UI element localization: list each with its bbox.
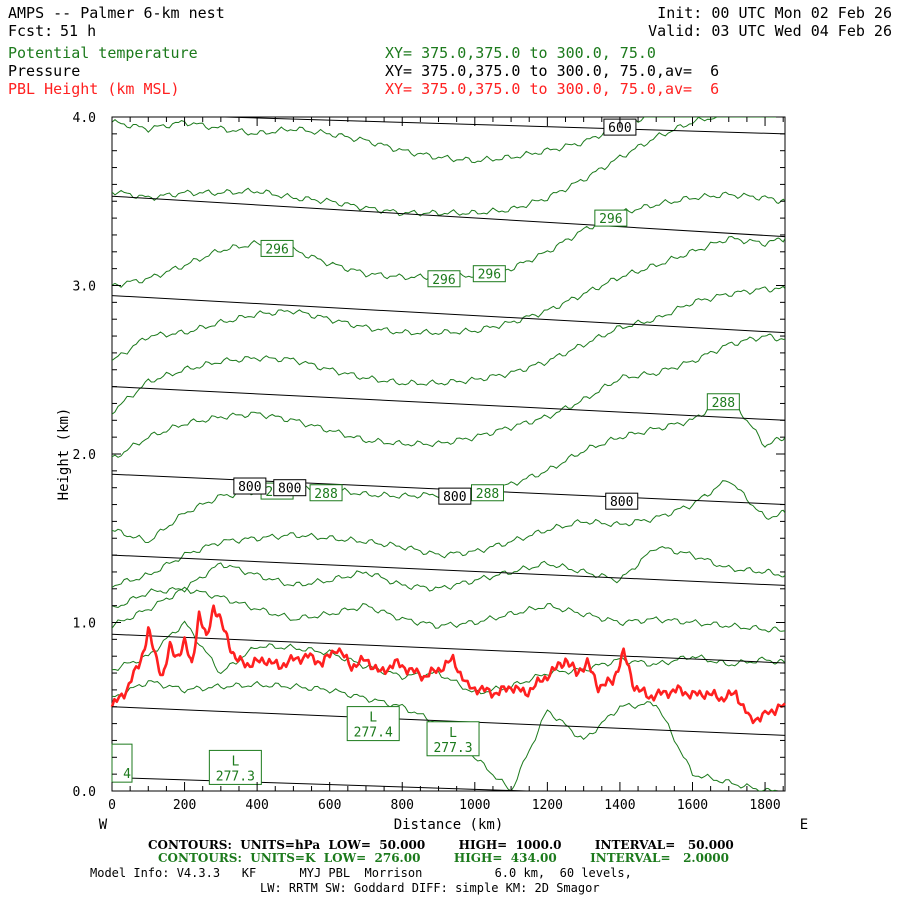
x-tick-label: 1400 xyxy=(604,798,635,813)
pressure-contour-line xyxy=(112,554,785,586)
theta-contour-label: 296 xyxy=(427,270,461,288)
svg-text:4: 4 xyxy=(123,767,131,782)
svg-text:296: 296 xyxy=(478,268,501,283)
field-name-theta: Potential temperature xyxy=(8,44,198,62)
theta-contour-line xyxy=(112,235,785,361)
svg-text:288: 288 xyxy=(314,487,337,502)
west-label: W xyxy=(99,817,108,833)
pressure-contour-line xyxy=(112,195,785,238)
forecast-hours: 51 h xyxy=(60,22,97,40)
svg-text:L: L xyxy=(231,754,239,769)
theta-contour-line xyxy=(112,586,785,633)
pressure-contour-label: 800 xyxy=(605,492,639,510)
y-tick-label: 4.0 xyxy=(73,111,96,126)
svg-text:288: 288 xyxy=(712,396,735,411)
model-info: Model Info: V4.3.3 KF MYJ PBL Morrison 6… xyxy=(90,866,632,880)
pressure-contours xyxy=(112,117,785,791)
theta-contour-line xyxy=(112,117,785,217)
theta-contour-line xyxy=(112,546,785,609)
x-tick-label: 1200 xyxy=(532,798,563,813)
model-physics: LW: RRTM SW: Goddard DIFF: simple KM: 2D… xyxy=(260,881,600,895)
pressure-contour-label: 800 xyxy=(233,477,267,495)
y-tick-label: 0.0 xyxy=(73,785,96,800)
field-xy-pbl: XY= 375.0,375.0 to 300.0, 75.0,av= 6 xyxy=(385,80,720,98)
theta-contours xyxy=(112,117,785,791)
init-time: Init: 00 UTC Mon 02 Feb 26 xyxy=(657,4,892,22)
contour-info-pressure: CONTOURS: UNITS=hPa LOW= 50.000 HIGH= 10… xyxy=(148,838,734,852)
field-xy-theta: XY= 375.0,375.0 to 300.0, 75.0 xyxy=(385,44,656,62)
svg-text:277.4: 277.4 xyxy=(354,726,393,741)
svg-text:296: 296 xyxy=(599,212,622,227)
pbl-height-line-group xyxy=(110,604,786,725)
valid-time: Valid: 03 UTC Wed 04 Feb 26 xyxy=(648,22,892,40)
theta-contour-line xyxy=(112,333,785,458)
x-tick-label: 1600 xyxy=(677,798,708,813)
forecast-label: Fcst: xyxy=(8,22,54,40)
x-tick-label: 400 xyxy=(245,798,268,813)
pressure-contour-line xyxy=(112,386,785,421)
svg-text:277.3: 277.3 xyxy=(433,741,472,756)
y-tick-label: 3.0 xyxy=(73,280,96,295)
svg-text:800: 800 xyxy=(443,490,466,505)
svg-text:800: 800 xyxy=(610,495,633,510)
x-tick-label: 600 xyxy=(318,798,341,813)
theta-contour-line xyxy=(112,285,785,415)
theta-contour-label: 288 xyxy=(471,484,505,502)
theta-contour-line xyxy=(112,117,785,164)
pressure-contour-line xyxy=(112,633,785,664)
theta-contour-line xyxy=(112,620,785,695)
y-tick-label: 2.0 xyxy=(73,448,96,463)
theta-contour-label: 296 xyxy=(260,239,294,257)
svg-text:600: 600 xyxy=(608,121,631,136)
pressure-contour-label: 800 xyxy=(438,487,472,505)
axes: 0 200 400 600 800 1000 1200 1400 1600 1800 0.0 1.0 2… xyxy=(56,111,808,833)
field-name-pressure: Pressure xyxy=(8,62,81,80)
svg-text:800: 800 xyxy=(278,482,301,497)
contour-info-theta: CONTOURS: UNITS=K LOW= 276.00 HIGH= 434.… xyxy=(158,851,729,865)
pressure-contour-line xyxy=(207,117,785,135)
svg-text:288: 288 xyxy=(476,487,499,502)
pressure-contour-line xyxy=(112,706,785,736)
field-name-pbl: PBL Height (km MSL) xyxy=(8,80,180,98)
y-axis-label: Height (km) xyxy=(56,408,72,501)
svg-text:L: L xyxy=(449,726,457,741)
y-tick-label: 1.0 xyxy=(73,617,96,632)
pressure-contour-label: 800 xyxy=(273,479,307,497)
svg-text:296: 296 xyxy=(432,273,455,288)
svg-text:277.3: 277.3 xyxy=(216,769,255,784)
x-tick-label: 1000 xyxy=(459,798,490,813)
theta-contour-line xyxy=(112,480,785,588)
svg-text:L: L xyxy=(369,711,377,726)
pressure-contour-line xyxy=(112,295,785,334)
plot-frame xyxy=(111,116,786,792)
contour-labels: 296296296296288288288288600800800800800L… xyxy=(111,118,740,785)
theta-low-label: 4 xyxy=(111,743,133,783)
theta-contour-label: 296 xyxy=(594,209,628,227)
theta-contour-label: 296 xyxy=(472,265,506,283)
plot-title: AMPS -- Palmer 6-km nest xyxy=(8,4,225,22)
x-tick-label: 1800 xyxy=(749,798,780,813)
svg-text:800: 800 xyxy=(238,480,261,495)
field-xy-pressure: XY= 375.0,375.0 to 300.0, 75.0,av= 6 xyxy=(385,62,720,80)
x-tick-label: 800 xyxy=(391,798,414,813)
x-axis-label: Distance (km) xyxy=(394,817,504,833)
pbl-height-line xyxy=(110,604,786,725)
theta-contour-label: 288 xyxy=(309,484,343,502)
east-label: E xyxy=(800,817,808,833)
x-tick-label: 200 xyxy=(173,798,196,813)
theta-contour-label: 288 xyxy=(706,393,740,411)
svg-text:296: 296 xyxy=(265,242,288,257)
x-tick-label: 0 xyxy=(108,798,116,813)
